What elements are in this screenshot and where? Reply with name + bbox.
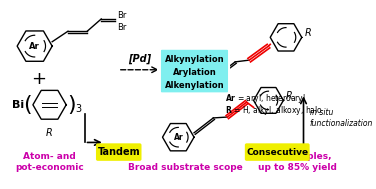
- Text: (: (: [23, 95, 32, 115]
- Text: 3: 3: [75, 104, 81, 114]
- Text: Br: Br: [117, 23, 126, 32]
- FancyBboxPatch shape: [96, 143, 141, 161]
- Text: Arylation: Arylation: [173, 68, 216, 77]
- Text: Br: Br: [117, 11, 126, 20]
- Text: Ar: Ar: [173, 133, 183, 142]
- Text: Ar: Ar: [29, 42, 40, 51]
- Text: Atom- and
pot-economic: Atom- and pot-economic: [15, 152, 84, 172]
- Text: Tandem: Tandem: [97, 147, 140, 157]
- FancyBboxPatch shape: [160, 49, 229, 93]
- Text: Broad substrate scope: Broad substrate scope: [128, 163, 243, 172]
- Text: R: R: [46, 129, 53, 138]
- Text: $\bf{Ar}$ = aryl, heteroaryl: $\bf{Ar}$ = aryl, heteroaryl: [225, 92, 306, 105]
- Text: R: R: [286, 91, 293, 101]
- Text: Consecutive: Consecutive: [246, 148, 308, 156]
- Text: $\bf{R}$ = H, alkyl, alkoxy, halo: $\bf{R}$ = H, alkyl, alkoxy, halo: [225, 104, 323, 117]
- Text: R: R: [305, 28, 311, 38]
- Text: +: +: [32, 70, 47, 88]
- Text: 71 examples,
up to 85% yield: 71 examples, up to 85% yield: [258, 152, 337, 172]
- Text: Ar: Ar: [199, 76, 207, 81]
- FancyBboxPatch shape: [245, 143, 310, 161]
- Text: Alkynylation: Alkynylation: [165, 55, 224, 64]
- Text: Bi: Bi: [12, 100, 24, 110]
- Text: Alkenylation: Alkenylation: [165, 81, 224, 90]
- Text: [Pd]: [Pd]: [128, 53, 151, 64]
- Text: in situ
functionalization: in situ functionalization: [310, 108, 373, 128]
- Text: ): ): [67, 95, 76, 115]
